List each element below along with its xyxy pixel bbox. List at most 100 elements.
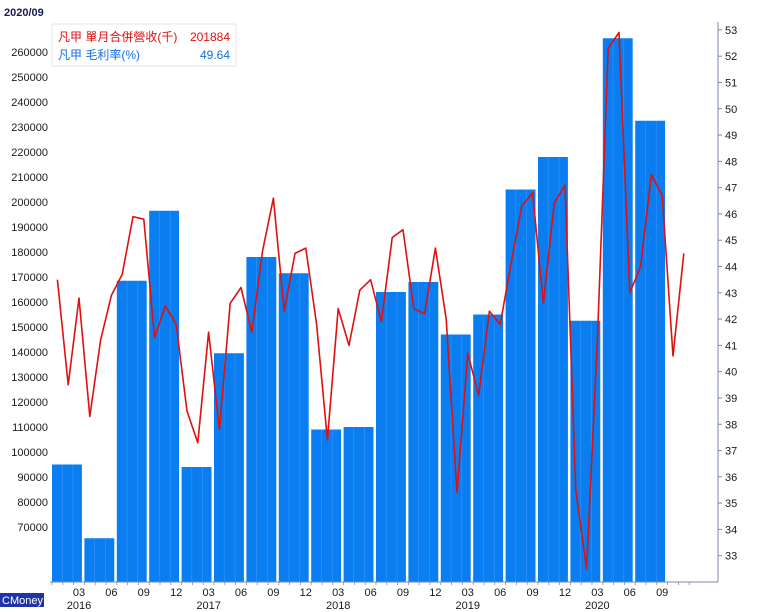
y-right-tick-label: 50 xyxy=(725,104,737,116)
y-left-tick-label: 230000 xyxy=(11,122,48,134)
y-left-tick-label: 260000 xyxy=(11,47,48,59)
y-right-tick-label: 41 xyxy=(725,340,737,352)
legend-background xyxy=(51,23,237,67)
x-year-label: 2017 xyxy=(196,600,220,612)
legend-box: 凡甲 單月合併營收(千) 201884 凡甲 毛利率(%) 49.64 xyxy=(51,23,237,67)
x-tick-label: 06 xyxy=(624,587,636,599)
y-left-tick-label: 100000 xyxy=(11,447,48,459)
y-right-tick-label: 33 xyxy=(725,551,737,563)
y-left-tick-label: 90000 xyxy=(17,472,48,484)
y-right-tick-label: 51 xyxy=(725,77,737,89)
revenue-bar xyxy=(570,320,601,582)
x-tick-label: 09 xyxy=(138,587,150,599)
revenue-bar xyxy=(473,314,504,582)
revenue-bar xyxy=(149,210,180,582)
y-left-tick-label: 240000 xyxy=(11,97,48,109)
x-tick-label: 12 xyxy=(429,587,441,599)
y-right-tick-label: 38 xyxy=(725,419,737,431)
x-tick-label: 09 xyxy=(267,587,279,599)
x-year-label: 2018 xyxy=(326,600,350,612)
y-left-tick-label: 110000 xyxy=(12,422,48,434)
x-tick-label: 12 xyxy=(559,587,571,599)
margin-line-path xyxy=(56,31,685,570)
y-left-tick-label: 120000 xyxy=(11,397,48,409)
revenue-bar xyxy=(602,38,633,582)
y-right-tick-label: 34 xyxy=(725,524,737,536)
revenue-bars xyxy=(52,38,666,582)
x-year-label: 2020 xyxy=(585,600,609,612)
revenue-bar xyxy=(343,427,374,582)
y-left-tick-label: 210000 xyxy=(11,172,48,184)
y-right-tick-label: 39 xyxy=(725,393,737,405)
watermark-badge: CMoney xyxy=(0,593,44,607)
x-tick-label: 09 xyxy=(526,587,538,599)
y-left-tick-label: 200000 xyxy=(11,197,48,209)
y-left-tick-label: 170000 xyxy=(11,272,48,284)
x-tick-label: 03 xyxy=(591,587,603,599)
margin-line xyxy=(56,31,685,570)
y-left-tick-label: 250000 xyxy=(11,72,48,84)
y-right-tick-label: 52 xyxy=(725,51,737,63)
y-right-tick-label: 44 xyxy=(725,262,737,274)
y-right-tick-label: 40 xyxy=(725,367,737,379)
y-left-tick-label: 190000 xyxy=(11,222,48,234)
y-left-tick-label: 160000 xyxy=(11,297,48,309)
y-right-tick-label: 42 xyxy=(725,314,737,326)
y-right-tick-label: 37 xyxy=(725,446,737,458)
y-left-tick-label: 180000 xyxy=(11,247,48,259)
revenue-bar xyxy=(181,467,212,582)
revenue-bar xyxy=(505,189,536,582)
y-left-tick-label: 140000 xyxy=(11,347,48,359)
x-tick-label: 12 xyxy=(170,587,182,599)
x-tick-label: 03 xyxy=(462,587,474,599)
revenue-bar xyxy=(635,120,666,582)
x-tick-label: 12 xyxy=(300,587,312,599)
y-left-tick-label: 130000 xyxy=(11,372,48,384)
x-tick-label: 06 xyxy=(494,587,506,599)
y-left-tick-label: 70000 xyxy=(17,522,48,534)
revenue-bar xyxy=(52,464,82,582)
x-tick-label: 06 xyxy=(105,587,117,599)
revenue-bar xyxy=(84,538,115,582)
left-axis: 70000 80000 90000 100000 110000 120000 130000 1… xyxy=(11,47,48,534)
revenue-bar xyxy=(278,273,309,582)
revenue-bar xyxy=(214,353,244,582)
revenue-bar xyxy=(311,429,342,582)
y-left-tick-label: 80000 xyxy=(17,497,48,509)
legend-margin-value: 49.64 xyxy=(200,48,230,62)
y-right-tick-label: 49 xyxy=(725,130,737,142)
x-tick-label: 06 xyxy=(364,587,376,599)
right-axis: 33 34 35 36 37 38 39 40 41 42 43 44 45 46 47 48 49 50 51 52… xyxy=(718,25,737,563)
revenue-bar xyxy=(376,292,406,582)
legend-margin-label: 凡甲 毛利率(%) xyxy=(58,47,140,62)
y-right-tick-label: 43 xyxy=(725,288,737,300)
x-tick-label: 09 xyxy=(656,587,668,599)
y-right-tick-label: 48 xyxy=(725,156,737,168)
y-left-tick-label: 150000 xyxy=(11,322,48,334)
revenue-bar xyxy=(116,280,147,582)
y-right-tick-label: 53 xyxy=(725,25,737,37)
revenue-bar xyxy=(246,257,277,582)
x-tick-label: 09 xyxy=(397,587,409,599)
chart-date-label: 2020/09 xyxy=(4,7,44,19)
revenue-bar xyxy=(538,157,568,582)
y-right-tick-label: 35 xyxy=(725,498,737,510)
y-left-tick-label: 220000 xyxy=(11,147,48,159)
x-tick-label: 03 xyxy=(73,587,85,599)
y-right-tick-label: 46 xyxy=(725,209,737,221)
revenue-bar xyxy=(408,282,439,582)
x-tick-label: 06 xyxy=(235,587,247,599)
x-tick-label: 03 xyxy=(202,587,214,599)
legend-revenue-value: 201884 xyxy=(190,30,230,44)
legend-revenue-label: 凡甲 單月合併營收(千) xyxy=(58,29,177,44)
y-right-tick-label: 45 xyxy=(725,235,737,247)
watermark-background xyxy=(0,593,44,607)
x-tick-label: 03 xyxy=(332,587,344,599)
x-axis: 03 06 09 12 03 06 09 12 03 06 09 12 03 06 09 12 03 06 09 20… xyxy=(51,582,690,612)
y-right-tick-label: 36 xyxy=(725,472,737,484)
x-year-label: 2019 xyxy=(456,600,480,612)
y-right-tick-label: 47 xyxy=(725,183,737,195)
x-year-label: 2016 xyxy=(67,600,91,612)
watermark-text: CMoney xyxy=(2,595,43,607)
